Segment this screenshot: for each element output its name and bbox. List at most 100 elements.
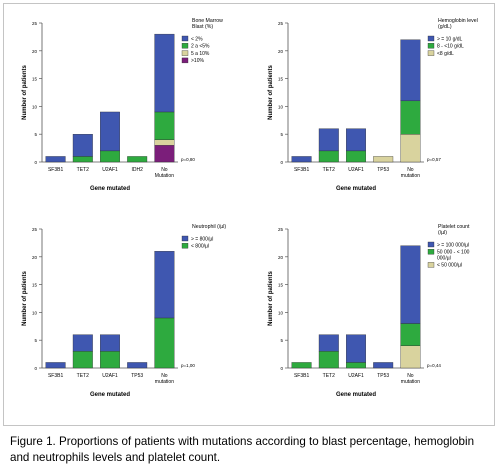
y-tick-label: 25 (32, 21, 38, 26)
legend-swatch-50-000-l (427, 262, 435, 268)
bar-segment-no-mutation-2-a-5 (154, 111, 175, 140)
legend-swatch-800-l (181, 243, 189, 249)
bar-segment-tet2-800-l (72, 334, 93, 352)
legend-label-100-000-l: > = 100 000/µl (437, 242, 469, 248)
x-tick-label-u2af1: U2AF1 (348, 373, 364, 379)
y-tick-label: 10 (278, 310, 284, 315)
y-tick-label: 20 (278, 255, 284, 260)
legend-label-800-l: < 800/µl (191, 244, 209, 250)
x-tick-label-u2af1: U2AF1 (102, 167, 118, 173)
x-axis-title: Gene mutated (336, 186, 376, 192)
bar-segment-no-mutation-10-g-dl (400, 39, 421, 102)
legend-label-50-000-100-000-l: 50 000 - < 100 000/µl (437, 250, 470, 262)
y-tick-label: 15 (278, 283, 284, 288)
bar-segment-no-mutation-10 (154, 145, 175, 163)
legend-swatch-800-l (181, 235, 189, 242)
bar-segment-sf3b1-10-g-dl (291, 156, 312, 163)
y-tick-label: 5 (34, 132, 37, 137)
p-value-annotation: p=0,44 (427, 363, 441, 368)
x-tick-label-sf3b1: SF3B1 (48, 167, 64, 173)
legend-swatch-8-10-g-dl (427, 43, 435, 49)
bar-segment-u2af1-2 (100, 111, 120, 152)
bar-segment-idh2-2-a-5 (127, 156, 148, 163)
legend-swatch-10 (181, 57, 189, 64)
bar-segment-no-mutation-50-000-100-000-l (400, 323, 421, 346)
y-tick-label: 10 (32, 310, 38, 315)
legend-swatch-2-a-5 (181, 43, 189, 49)
bar-segment-sf3b1-800-l (45, 362, 66, 369)
y-tick-label: 10 (278, 104, 284, 109)
legend-title: Bone Marrow Blast (%) (192, 18, 223, 30)
y-tick-label: 20 (278, 49, 284, 54)
x-axis-title: Gene mutated (90, 392, 130, 398)
y-tick-label: 5 (280, 338, 283, 343)
chart-panel-neutrophil: 0 5 10 15 20 25 Number of patients Gene mutated… (8, 214, 248, 414)
y-tick-label: 20 (32, 255, 38, 260)
y-tick-label: 0 (280, 366, 283, 371)
legend-label-8-10-g-dl: 8 - <10 g/dL (437, 44, 464, 50)
y-tick-label: 0 (34, 160, 37, 165)
x-tick-label-no-mutation: No mutation (401, 167, 420, 179)
x-tick-label-tet2: TET2 (323, 167, 335, 173)
bar-segment-tet2-2-a-5 (72, 156, 93, 163)
x-tick-label-sf3b1: SF3B1 (294, 167, 310, 173)
legend-label-5-a-10: 5 a 10% (191, 51, 210, 57)
p-value-annotation: p=1,00 (181, 363, 195, 368)
x-tick-label-tet2: TET2 (323, 373, 335, 379)
bar-segment-tet2-50-000-100-000-l (318, 351, 339, 369)
legend-swatch-5-a-10 (181, 50, 189, 56)
bar-segment-no-mutation-8-g-dl (400, 134, 421, 163)
bar-segment-u2af1-50-000-100-000-l (346, 362, 366, 369)
bar-segment-no-mutation-800-l (154, 251, 175, 319)
bar-segment-tp53-800-l (127, 362, 148, 369)
y-tick-label: 10 (32, 104, 38, 109)
p-value-annotation: p=0,57 (427, 157, 441, 162)
figure-frame: 0 5 10 15 20 25 Number of patients Gene mutated… (3, 3, 495, 426)
legend-label-10: >10% (191, 58, 204, 64)
bar-segment-no-mutation-5-a-10 (154, 139, 175, 146)
y-tick-label: 0 (280, 160, 283, 165)
y-tick-label: 25 (32, 227, 38, 232)
legend-swatch-50-000-100-000-l (427, 249, 435, 255)
bar-segment-u2af1-10-g-dl (346, 128, 366, 152)
legend-title: Hemoglobin level (g/dL) (438, 18, 478, 30)
legend-title: Platelet count (/µl) (438, 224, 470, 236)
bar-segment-tet2-800-l (72, 351, 93, 369)
bar-segment-u2af1-100-000-l (346, 334, 366, 363)
bar-segment-no-mutation-100-000-l (400, 245, 421, 324)
bar-segment-no-mutation-2 (154, 33, 175, 113)
x-tick-label-u2af1: U2AF1 (102, 373, 118, 379)
x-tick-label-tp53: TP53 (131, 373, 143, 379)
bar-segment-no-mutation-50-000-l (400, 345, 421, 369)
x-tick-label-tp53: TP53 (377, 167, 389, 173)
x-tick-label-tet2: TET2 (77, 373, 89, 379)
x-axis-title: Gene mutated (336, 392, 376, 398)
x-tick-label-tet2: TET2 (77, 167, 89, 173)
y-tick-label: 15 (32, 77, 38, 82)
chart-svg: 0 5 10 15 20 25 Number of patients Gene mutated… (268, 224, 470, 398)
bar-segment-no-mutation-8-10-g-dl (400, 100, 421, 135)
x-tick-label-tp53: TP53 (377, 373, 389, 379)
bar-segment-u2af1-8-10-g-dl (346, 150, 366, 163)
y-axis-title: Number of patients (268, 271, 274, 326)
bar-segment-tp53-100-000-l (373, 362, 394, 369)
legend-label-10-g-dl: > = 10 g/dL (437, 36, 463, 42)
x-tick-label-no-mutation: No mutation (401, 373, 420, 385)
chart-panel-hemoglobin: 0 5 10 15 20 25 Number of patients Gene mutated… (254, 8, 494, 208)
legend-swatch-100-000-l (427, 241, 435, 248)
legend-swatch-8-g-dl (427, 50, 435, 56)
x-tick-label-no-mutation: No Mutation (155, 167, 174, 179)
y-tick-label: 15 (278, 77, 284, 82)
bar-segment-tet2-2 (72, 134, 93, 157)
legend-label-50-000-l: < 50 000/µl (437, 263, 462, 269)
y-tick-label: 25 (278, 21, 284, 26)
y-tick-label: 25 (278, 227, 284, 232)
bar-segment-u2af1-2-a-5 (100, 150, 120, 163)
figure-caption: Figure 1. Proportions of patients with m… (10, 435, 475, 464)
p-value-annotation: p=0,80 (181, 157, 195, 162)
legend-label-800-l: > = 800/µl (191, 236, 213, 242)
legend-swatch-10-g-dl (427, 35, 435, 42)
bar-segment-u2af1-800-l (100, 351, 120, 369)
x-tick-label-sf3b1: SF3B1 (48, 373, 64, 379)
x-axis-title: Gene mutated (90, 186, 130, 192)
